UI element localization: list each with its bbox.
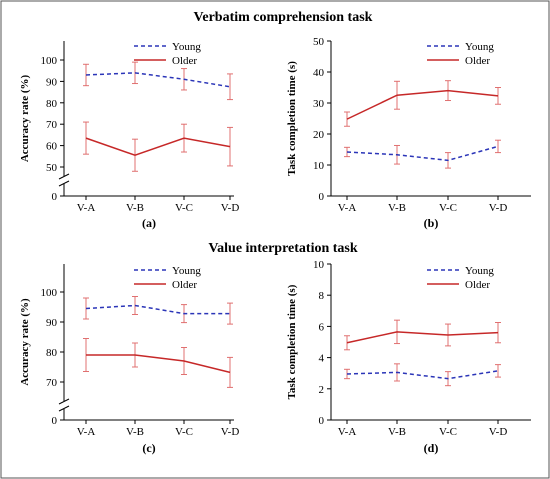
legend-label-older-a: Older <box>172 55 197 67</box>
x-tick-label-d: V-D <box>489 426 508 438</box>
legend-label-young-b: Young <box>465 41 494 53</box>
chart-c: 0 70 80 90 100 V-A V-B V-C V-D Accuracy rate (%) (… <box>19 264 239 455</box>
axis-break-mark-c <box>58 398 70 405</box>
axis-break-mark-c <box>58 405 70 412</box>
y-tick-label-a: 80 <box>46 98 58 110</box>
x-tick-label-b: V-C <box>439 202 457 214</box>
caption-d: (d) <box>424 441 439 455</box>
x-tick-label-c: V-A <box>77 426 96 438</box>
x-tick-label-c: V-C <box>175 426 193 438</box>
y-tick-label-b: 40 <box>313 67 325 79</box>
series-line-young-d <box>346 370 499 380</box>
y-axis-label-a: Accuracy rate (%) <box>19 74 31 162</box>
y-axis-label-b: Task completion time (s) <box>286 61 298 176</box>
y-tick-label-b: 0 <box>319 191 325 203</box>
y-tick-label-a: 70 <box>46 119 58 131</box>
section-title-value: Value interpretation task <box>208 241 358 256</box>
series-line-older-c <box>86 354 231 374</box>
series-line-young-a <box>85 72 231 88</box>
series-line-older-a <box>85 137 231 157</box>
x-tick-label-c: V-D <box>221 426 240 438</box>
y-tick-label-b: 20 <box>313 129 325 141</box>
y-tick-label-d: 8 <box>319 290 325 302</box>
y-tick-label-d: 10 <box>313 259 325 271</box>
y-tick-label-b: 50 <box>313 36 325 48</box>
y-tick-label-c: 80 <box>46 347 58 359</box>
y-tick-label-d: 2 <box>319 384 325 396</box>
y-tick-label-d: 6 <box>319 321 325 333</box>
series-line-older-b <box>346 89 499 120</box>
legend-label-older-d: Older <box>465 279 490 291</box>
x-tick-label-d: V-C <box>439 426 457 438</box>
x-tick-label-b: V-B <box>388 202 406 214</box>
x-tick-label-d: V-A <box>338 426 357 438</box>
caption-c: (c) <box>142 441 155 455</box>
x-tick-label-b: V-A <box>338 202 357 214</box>
y-tick-label-b: 30 <box>313 98 325 110</box>
axis-break-mark-a <box>58 173 70 180</box>
y-tick-label-c: 100 <box>41 287 58 299</box>
y-tick-label-a: 0 <box>52 191 58 203</box>
y-tick-label-d: 4 <box>319 353 325 365</box>
caption-b: (b) <box>424 216 439 230</box>
y-tick-label-a: 100 <box>41 55 58 67</box>
chart-a: 0 50 60 70 80 90 100 V-A V-B V-C V-D Accuracy rate … <box>19 41 239 230</box>
legend-label-older-b: Older <box>465 55 490 67</box>
series-line-young-c <box>85 304 230 315</box>
x-tick-label-a: V-C <box>175 202 193 214</box>
y-tick-label-c: 0 <box>52 415 58 427</box>
series-line-young-b <box>346 145 499 162</box>
y-tick-label-a: 60 <box>46 141 58 153</box>
y-tick-label-a: 50 <box>46 162 58 174</box>
legend-label-young-a: Young <box>172 41 201 53</box>
y-tick-label-b: 10 <box>313 160 325 172</box>
y-tick-label-a: 90 <box>46 76 58 88</box>
series-line-older-d <box>346 331 499 344</box>
y-axis-label-c: Accuracy rate (%) <box>19 298 31 386</box>
y-tick-label-c: 70 <box>46 377 58 389</box>
chart-d: 0 2 4 6 8 10 V-A V-B V-C V-D Task completion time … <box>286 259 531 455</box>
x-tick-label-c: V-B <box>126 426 144 438</box>
x-tick-label-a: V-B <box>126 202 144 214</box>
legend-label-young-d: Young <box>465 265 494 277</box>
caption-a: (a) <box>142 216 156 230</box>
axis-break-mark-a <box>58 180 70 187</box>
section-title-verbatim: Verbatim comprehension task <box>194 10 373 25</box>
x-tick-label-b: V-D <box>489 202 508 214</box>
legend-label-older-c: Older <box>172 279 197 291</box>
y-tick-label-d: 0 <box>319 415 325 427</box>
y-tick-label-c: 90 <box>46 317 58 329</box>
y-axis-label-d: Task completion time (s) <box>286 284 298 399</box>
legend-label-young-c: Young <box>172 265 201 277</box>
chart-b: 0 10 20 30 40 50 V-A V-B V-C V-D Task completion t… <box>286 36 531 230</box>
x-tick-label-d: V-B <box>388 426 406 438</box>
x-tick-label-a: V-A <box>77 202 96 214</box>
x-tick-label-a: V-D <box>221 202 240 214</box>
